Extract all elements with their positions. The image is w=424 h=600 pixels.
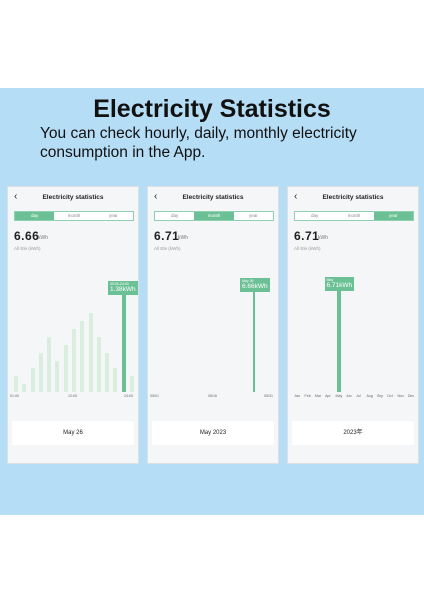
- chart-bar[interactable]: [47, 336, 52, 392]
- chevron-left-icon[interactable]: ‹: [154, 191, 158, 202]
- usage-chart: May 6.71kWh: [288, 187, 420, 465]
- date-selector[interactable]: May 2023: [152, 421, 274, 445]
- x-tick-label: Jun: [345, 394, 352, 398]
- date-selector[interactable]: May 26: [12, 421, 134, 445]
- tooltip-value: 6.66kWh: [242, 282, 268, 290]
- tab-year[interactable]: year: [373, 212, 413, 220]
- subtitle: You can check hourly, daily, monthly ele…: [40, 125, 357, 161]
- x-tick-label: Sep: [376, 394, 384, 398]
- x-tick-label: Feb: [304, 394, 311, 398]
- tab-month[interactable]: month: [67, 213, 81, 218]
- chart-bar[interactable]: [14, 376, 19, 392]
- tab-month[interactable]: month: [194, 212, 234, 220]
- period-tabs: day month year: [14, 211, 134, 221]
- x-tick-label: Nov: [397, 394, 404, 398]
- headline: Electricity Statistics: [93, 95, 331, 123]
- all-ele-label: All Ele (kWh): [154, 246, 181, 251]
- chart-bar[interactable]: [129, 376, 134, 392]
- x-tick-label: Apr: [325, 394, 331, 398]
- tab-day[interactable]: day: [15, 212, 55, 220]
- date-selector[interactable]: 2023年: [292, 421, 414, 445]
- x-tick-label: Jan: [294, 394, 300, 398]
- chart-bar[interactable]: [96, 336, 101, 392]
- x-tick-label: 05/01: [150, 394, 159, 398]
- tooltip-label: May: [326, 277, 334, 282]
- tab-year[interactable]: year: [108, 213, 118, 218]
- x-tick-label: Jul: [356, 394, 361, 398]
- chart-bar[interactable]: [63, 344, 68, 392]
- tab-day[interactable]: day: [311, 213, 319, 218]
- chart-bar[interactable]: [80, 321, 85, 392]
- total-value: 6.71: [154, 229, 180, 243]
- chart-bar[interactable]: [22, 384, 27, 392]
- chart-bar[interactable]: [38, 352, 43, 392]
- total-unit: kWh: [178, 235, 188, 241]
- chevron-left-icon[interactable]: ‹: [14, 191, 18, 202]
- phone-screen-month: ‹ Electricity statistics day month year 6.71 k…: [147, 186, 279, 464]
- usage-chart: 00:00-24:00 1.38kWh: [8, 187, 140, 465]
- tooltip-value: 6.71kWh: [326, 281, 353, 289]
- bar-tooltip: 00:00-24:00 1.38kWh: [108, 281, 138, 296]
- chart-bar[interactable]: [88, 313, 93, 392]
- period-tabs: day month year: [154, 211, 274, 221]
- screen-title: Electricity statistics: [42, 194, 104, 201]
- tab-year[interactable]: year: [248, 213, 258, 218]
- x-tick-label: 05/31: [264, 394, 273, 398]
- chevron-left-icon[interactable]: ‹: [294, 191, 298, 202]
- tooltip-value: 1.38kWh: [110, 286, 136, 294]
- x-tick-label: 01:00: [10, 394, 19, 398]
- chart-bar[interactable]: [55, 360, 60, 392]
- chart-bar[interactable]: [105, 352, 110, 392]
- total-value: 6.71: [294, 229, 320, 243]
- bar-tooltip: May 26 6.66kWh: [240, 277, 270, 292]
- total-unit: kWh: [38, 235, 48, 241]
- chart-bar[interactable]: [72, 329, 76, 392]
- x-tick-label: Aug: [366, 394, 373, 398]
- phone-screen-day: ‹ Electricity statistics day month year 6.66 k…: [7, 186, 139, 464]
- x-tick-label: 24:00: [124, 394, 133, 398]
- x-tick-label: May: [335, 394, 343, 398]
- screen-title: Electricity statistics: [322, 194, 384, 201]
- all-ele-label: All Ele (kWh): [294, 246, 321, 251]
- screen-title: Electricity statistics: [182, 194, 244, 201]
- period-tabs: day month year: [294, 211, 414, 221]
- highlighted-bar[interactable]: [121, 283, 126, 392]
- x-tick-label: 12:00: [68, 394, 77, 398]
- x-tick-label: 05/16: [208, 394, 217, 398]
- tooltip-label: May 26: [242, 278, 254, 283]
- highlighted-bar[interactable]: [336, 278, 341, 392]
- x-tick-label: Oct: [387, 394, 393, 398]
- phone-screen-year: ‹ Electricity statistics day month year 6.71 k…: [287, 186, 419, 464]
- tab-month[interactable]: month: [347, 213, 361, 218]
- chart-bar[interactable]: [30, 368, 35, 392]
- chart-bar[interactable]: [113, 368, 118, 392]
- highlighted-bar[interactable]: [252, 279, 256, 392]
- total-unit: kWh: [318, 235, 328, 241]
- x-tick-label: Dec: [407, 394, 415, 398]
- bar-tooltip: May 6.71kWh: [324, 276, 355, 291]
- tooltip-label: 00:00-24:00: [110, 282, 129, 287]
- tab-day[interactable]: day: [171, 213, 179, 218]
- all-ele-label: All Ele (kWh): [14, 246, 41, 251]
- total-value: 6.66: [14, 229, 40, 243]
- usage-chart: May 26 6.66kWh: [148, 187, 280, 465]
- x-tick-label: Mar: [314, 394, 322, 398]
